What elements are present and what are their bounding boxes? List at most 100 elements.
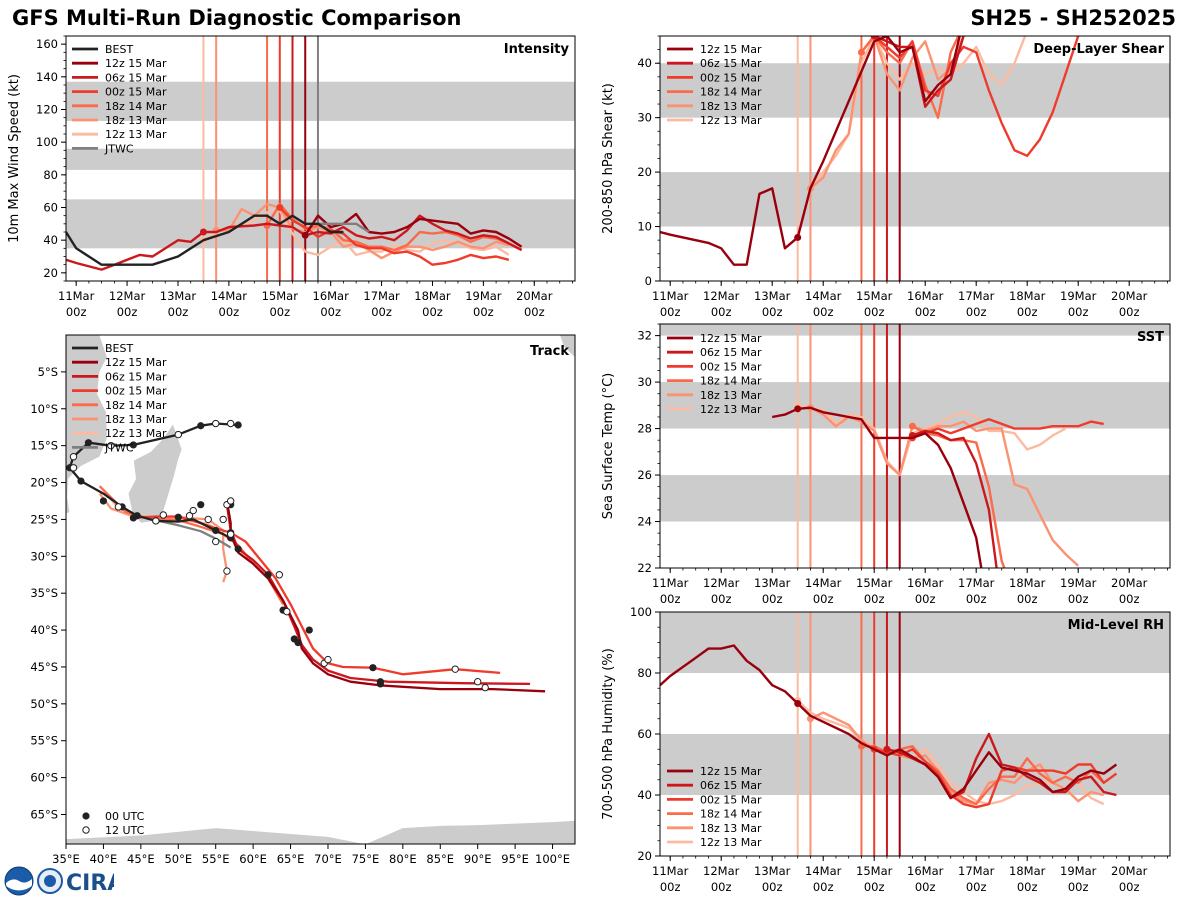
x-tick-label: 16Mar <box>907 289 944 303</box>
x-tick-label: 12Mar <box>703 576 740 590</box>
x-tick-label: 16Mar <box>907 576 944 590</box>
x-tick-label: 100°E <box>535 852 570 866</box>
series-line-0 <box>771 406 983 568</box>
marker-12utc <box>283 607 291 616</box>
legend-label: 06z 15 Mar <box>700 346 762 359</box>
x-tick-label: 00z <box>219 305 240 319</box>
x-tick-label: 00z <box>660 305 681 319</box>
legend-label: 12z 13 Mar <box>700 403 762 416</box>
series-line-5 <box>797 404 1067 477</box>
map-area <box>66 335 575 844</box>
panel-title: SST <box>1137 330 1164 345</box>
y-tick-label: 55°S <box>30 734 58 748</box>
legend-label: JTWC <box>104 142 134 155</box>
x-tick-label: 00z <box>1119 880 1140 894</box>
x-tick-label: 16Mar <box>313 289 350 303</box>
series-line-0 <box>660 644 1118 800</box>
marker-00utc <box>77 477 85 485</box>
series-line-2 <box>911 418 1104 440</box>
x-tick-label: 70°E <box>314 852 342 866</box>
x-tick-label: 60°E <box>239 852 267 866</box>
x-tick-label: 00z <box>473 305 494 319</box>
legend-marker-00 <box>82 812 90 820</box>
x-tick-label: 00z <box>1068 305 1089 319</box>
legend-label: 12z 15 Mar <box>105 356 167 369</box>
series-start-marker <box>276 204 284 211</box>
marker-12utc <box>223 567 231 575</box>
noaa-logo <box>4 866 34 896</box>
legend-label: 06z 15 Mar <box>105 71 167 84</box>
y-tick-label: 60°S <box>30 771 58 785</box>
marker-00utc <box>264 571 272 579</box>
marker-00utc <box>305 626 313 634</box>
marker-12utc <box>451 665 459 673</box>
x-tick-label: 00z <box>66 305 87 319</box>
marker-12utc <box>159 511 168 519</box>
series-start-marker <box>794 405 802 413</box>
y-tick-label: 5°S <box>38 365 58 379</box>
marker-00utc <box>212 526 220 535</box>
legend-label: 00z 15 Mar <box>700 360 762 373</box>
series-line-4 <box>809 36 965 190</box>
panel-title: Mid-Level RH <box>1068 618 1164 633</box>
marker-12utc <box>114 503 123 511</box>
marker-00utc <box>197 422 205 430</box>
x-tick-label: 00z <box>966 305 987 319</box>
series-line-5 <box>796 36 1027 238</box>
x-tick-label: 00z <box>864 592 885 606</box>
x-tick-label: 00z <box>168 305 189 319</box>
legend-label: 12z 13 Mar <box>105 128 167 141</box>
series-start-marker <box>908 422 916 430</box>
marker-00utc <box>99 497 108 505</box>
shaded-band <box>660 382 1170 429</box>
x-tick-label: 55°E <box>202 852 230 866</box>
shaded-band <box>660 324 1170 336</box>
x-tick-label: 18Mar <box>1009 864 1046 878</box>
x-tick-label: 20Mar <box>1111 289 1148 303</box>
legend-label: 18z 13 Mar <box>700 100 762 113</box>
panel-frame <box>659 323 1171 569</box>
marker-00utc <box>294 639 302 647</box>
y-tick-label: 65°S <box>30 807 58 821</box>
best-track-line <box>66 214 344 266</box>
x-tick-label: 00z <box>1068 880 1089 894</box>
marker-12utc <box>226 530 235 538</box>
shaded-band <box>660 475 1170 522</box>
x-tick-label: 14Mar <box>805 576 842 590</box>
x-tick-label: 00z <box>711 592 732 606</box>
marker-00utc <box>234 421 242 429</box>
x-tick-label: 11Mar <box>652 864 689 878</box>
marker-12utc <box>219 515 227 524</box>
x-tick-label: 00z <box>1119 592 1140 606</box>
x-tick-label: 00z <box>524 305 545 319</box>
y-tick-label: 0 <box>645 274 652 288</box>
x-tick-label: 00z <box>711 880 732 894</box>
legend-label: 06z 15 Mar <box>700 57 762 70</box>
x-tick-label: 20Mar <box>1111 576 1148 590</box>
x-tick-label: 13Mar <box>160 289 197 303</box>
x-tick-label: 14Mar <box>805 289 842 303</box>
shaded-band <box>660 612 1170 673</box>
legend-label: 12z 15 Mar <box>700 43 762 56</box>
x-tick-label: 17Mar <box>958 289 995 303</box>
x-tick-label: 00z <box>864 880 885 894</box>
legend-label: 00z 15 Mar <box>700 71 762 84</box>
x-tick-label: 17Mar <box>958 576 995 590</box>
y-tick-label: 50°S <box>30 697 58 711</box>
shaded-band <box>660 172 1170 227</box>
legend-label: 12z 13 Mar <box>105 427 167 440</box>
marker-12utc <box>212 419 220 428</box>
legend-label: 06z 15 Mar <box>700 779 762 792</box>
series-line-3 <box>861 745 1105 806</box>
y-tick-label: 20 <box>637 849 652 863</box>
legend-label: 12z 13 Mar <box>700 114 762 127</box>
x-tick-label: 19Mar <box>1060 864 1097 878</box>
legend-label: 18z 14 Mar <box>700 808 762 821</box>
x-tick-label: 00z <box>762 880 783 894</box>
legend-label: 18z 13 Mar <box>105 114 167 127</box>
x-tick-label: 17Mar <box>363 289 400 303</box>
jtwc-line <box>318 222 370 234</box>
